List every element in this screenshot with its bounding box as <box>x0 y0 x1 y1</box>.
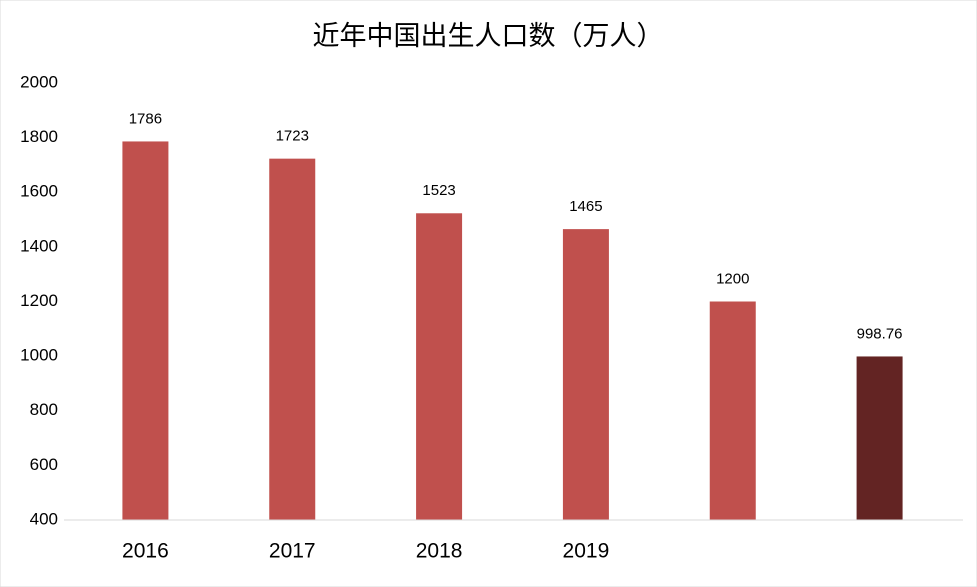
x-tick-label: 2017 <box>269 540 316 563</box>
y-tick-label: 1200 <box>20 291 58 310</box>
bar <box>122 141 169 521</box>
value-label: 1523 <box>422 182 455 199</box>
x-tick-label: 2018 <box>416 540 463 563</box>
y-tick-label: 1800 <box>20 127 58 146</box>
bar <box>709 301 756 520</box>
y-tick-label: 600 <box>30 455 58 474</box>
x-tick-label: 2016 <box>122 540 169 563</box>
value-label: 1723 <box>276 128 309 145</box>
y-tick-label: 2000 <box>20 72 58 91</box>
y-tick-label: 1600 <box>20 182 58 201</box>
value-label: 1786 <box>129 110 162 127</box>
bar <box>562 229 609 520</box>
bar <box>416 213 463 520</box>
value-label: 1200 <box>716 270 749 287</box>
y-tick-label: 1000 <box>20 346 58 365</box>
bar <box>269 158 316 520</box>
chart-title: 近年中国出生人口数（万人） <box>313 21 664 51</box>
y-tick-label: 1400 <box>20 236 58 255</box>
value-label: 998.76 <box>857 325 903 342</box>
y-tick-label: 400 <box>30 509 58 528</box>
y-tick-label: 800 <box>30 400 58 419</box>
x-tick-label: 2019 <box>563 540 610 563</box>
bar <box>856 356 903 520</box>
value-label: 1465 <box>569 198 602 215</box>
